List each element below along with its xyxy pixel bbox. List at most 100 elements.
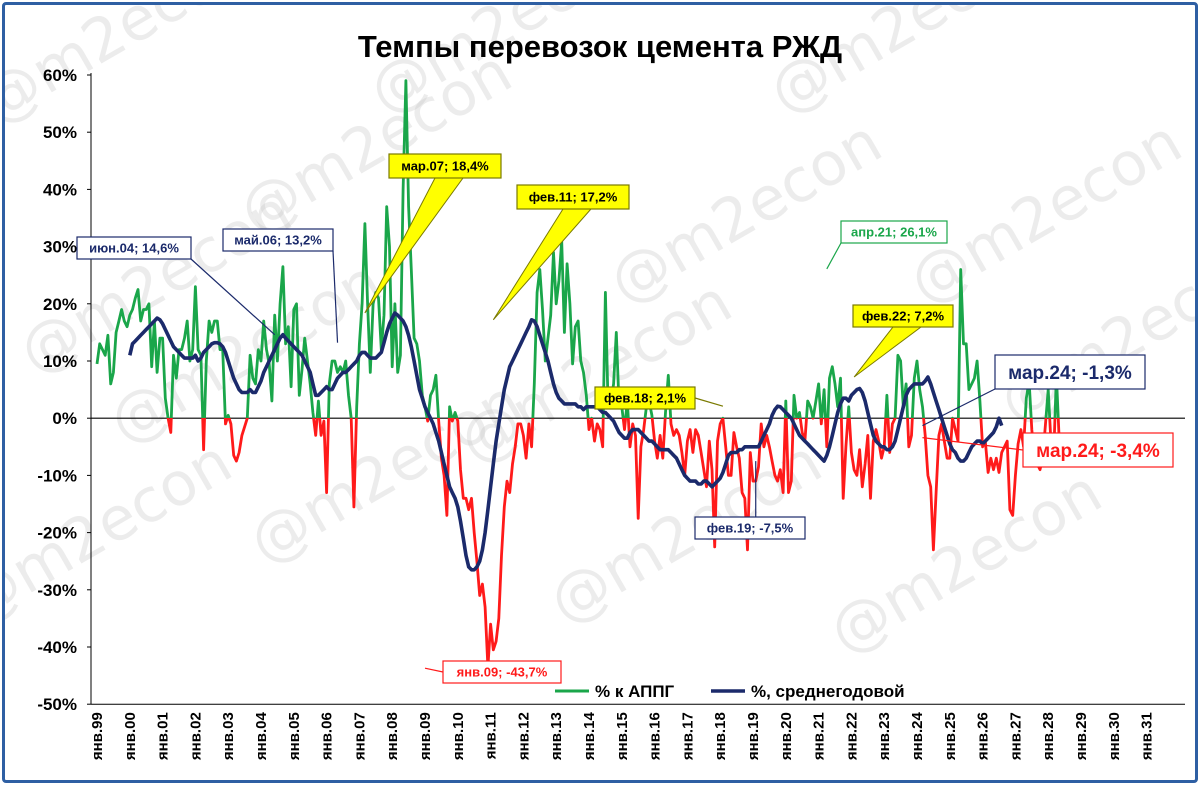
x-tick-label: янв.22: [843, 712, 860, 760]
annotation-label: фев.19; -7,5%: [707, 521, 794, 536]
annotation-callout: янв.09; -43,7%: [424, 660, 562, 684]
x-tick-label: янв.06: [319, 712, 336, 760]
series-line-avg: [128, 311, 1004, 572]
x-tick-label: янв.30: [1106, 712, 1123, 760]
watermark-text: @m2econ: [598, 107, 894, 318]
annotation-label: мар.24; -1,3%: [1008, 363, 1132, 384]
watermark-text: @m2econ: [758, 5, 1054, 128]
annotation-callout: май.06; 13,2%: [222, 228, 339, 343]
legend-label-avg: %, среднегодовой: [751, 682, 905, 701]
x-tick-label: янв.05: [286, 712, 303, 760]
annotation-box: [852, 304, 954, 328]
y-tick-label: 20%: [43, 295, 77, 314]
annotation-box: [694, 516, 806, 540]
annotation-box: [516, 184, 630, 210]
y-tick-label: 50%: [43, 123, 77, 142]
annotation-callout: апр.21; 26,1%: [826, 220, 948, 270]
y-tick-label: -10%: [37, 466, 77, 485]
annotation-box: [442, 660, 562, 684]
y-tick-label: -40%: [37, 638, 77, 657]
annotation-label: фев.11; 17,2%: [529, 190, 618, 205]
x-tick-label: янв.23: [876, 712, 893, 760]
x-tick-label: янв.99: [89, 712, 106, 760]
annotation-callout: мар.07; 18,4%: [364, 153, 502, 314]
x-tick-label: янв.29: [1073, 712, 1090, 760]
annotation-label: янв.09; -43,7%: [457, 665, 548, 680]
annotation-pointer: [853, 326, 923, 378]
y-tick-label: 30%: [43, 238, 77, 257]
x-tick-label: янв.12: [515, 712, 532, 760]
annotation-box: [1022, 432, 1174, 468]
x-tick-label: янв.17: [679, 712, 696, 760]
x-tick-label: янв.08: [384, 712, 401, 760]
y-tick-label: 40%: [43, 180, 77, 199]
annotation-pointer: [364, 177, 464, 314]
x-tick-label: янв.04: [253, 712, 270, 761]
y-tick-label: -30%: [37, 581, 77, 600]
chart-title: Темпы перевозок цемента РЖД: [358, 29, 842, 64]
annotation-leader: [922, 437, 1024, 451]
annotation-leader: [424, 667, 444, 673]
annotation-leader: [826, 242, 842, 270]
annotation-box: [222, 228, 334, 252]
chart: @m2econ @m2econ @m2econ@m2econ@m2econ @m2ec…: [5, 5, 1195, 761]
x-tick-label: янв.03: [220, 712, 237, 760]
x-axis-ticks: янв.99 янв.00 янв.01 янв.02 янв.03 янв.04 янв.…: [89, 712, 1156, 761]
y-tick-label: -50%: [37, 695, 77, 714]
annotation-leader: [694, 397, 724, 407]
x-tick-label: янв.20: [778, 712, 795, 760]
y-axis-ticks: 60% 50% 40% 30% 20% 10% 0% -10% -20% -30% -40% -50%: [37, 66, 91, 714]
x-tick-label: янв.07: [351, 712, 368, 760]
annotation-box: [76, 236, 192, 260]
annotation-label: фев.22; 7,2%: [862, 309, 945, 324]
x-tick-label: янв.01: [155, 712, 172, 760]
annotation-callout: мар.24; -3,4%: [922, 432, 1174, 468]
annotation-callout: мар.24; -1,3%: [922, 354, 1146, 427]
x-tick-label: янв.10: [450, 712, 467, 760]
annotation-label: мар.24; -3,4%: [1036, 441, 1160, 462]
y-tick-label: 0%: [52, 409, 77, 428]
x-tick-label: янв.25: [942, 712, 959, 760]
x-tick-label: янв.28: [1040, 712, 1057, 760]
axes: [90, 73, 1185, 705]
y-tick-label: 60%: [43, 66, 77, 85]
x-tick-label: янв.26: [975, 712, 992, 760]
x-tick-label: янв.27: [1007, 712, 1024, 760]
x-tick-label: янв.09: [417, 712, 434, 760]
x-tick-label: янв.31: [1139, 712, 1156, 760]
annotation-box: [994, 354, 1146, 390]
legend: % к АППГ %, среднегодовой: [555, 682, 905, 701]
annotation-leader: [190, 258, 276, 336]
watermark-text: @m2econ: [818, 457, 1114, 668]
series-line-appg: [95, 79, 1061, 669]
annotation-label: май.06; 13,2%: [234, 233, 322, 248]
legend-label-appg: % к АППГ: [595, 682, 675, 701]
annotation-box: [594, 386, 696, 410]
annotation-label: апр.21; 26,1%: [851, 225, 937, 240]
annotation-callout: фев.11; 17,2%: [492, 184, 630, 321]
annotation-callout: июн.04; 14,6%: [76, 236, 276, 336]
annotation-box: [840, 220, 948, 244]
y-tick-label: 10%: [43, 352, 77, 371]
annotation-callout: фев.22; 7,2%: [852, 304, 954, 378]
annotation-leader: [922, 388, 996, 427]
annotation-label: июн.04; 14,6%: [89, 241, 179, 256]
x-tick-label: янв.18: [712, 712, 729, 760]
x-tick-label: янв.21: [811, 712, 828, 760]
annotation-callout: фев.18; 2,1%: [594, 386, 724, 410]
annotation-callout: фев.19; -7,5%: [694, 461, 806, 540]
x-tick-label: янв.14: [581, 712, 598, 761]
annotation-label: фев.18; 2,1%: [604, 391, 687, 406]
annotation-leader: [332, 250, 339, 343]
x-tick-label: янв.16: [647, 712, 664, 760]
x-tick-label: янв.13: [548, 712, 565, 760]
x-tick-label: янв.24: [909, 712, 926, 761]
x-tick-label: янв.00: [122, 712, 139, 760]
annotations: июн.04; 14,6% май.06; 13,2% мар.07; 18,4% ф…: [76, 153, 1174, 684]
x-tick-label: янв.11: [483, 712, 500, 759]
x-tick-label: янв.19: [745, 712, 762, 760]
y-tick-label: -20%: [37, 524, 77, 543]
annotation-label: мар.07; 18,4%: [401, 159, 489, 174]
x-tick-label: янв.15: [614, 712, 631, 760]
